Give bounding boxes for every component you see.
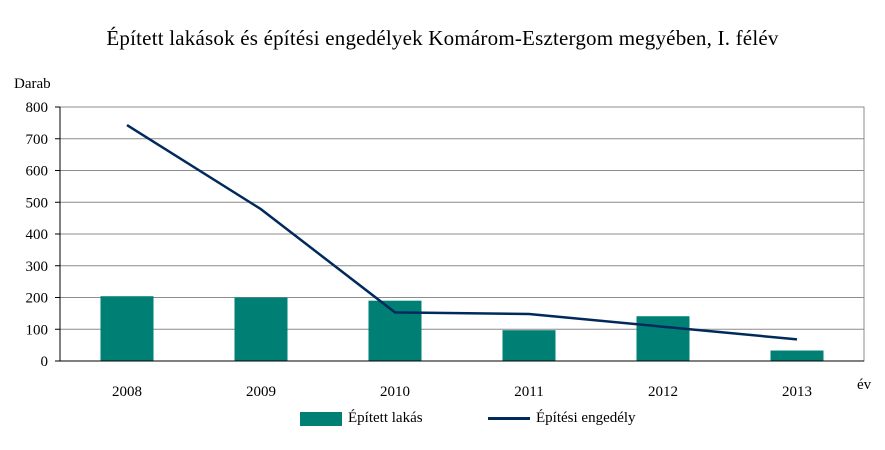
x-axis-label: év bbox=[857, 377, 872, 393]
legend-item-bar: Épített lakás bbox=[300, 410, 423, 427]
y-tick-label: 100 bbox=[26, 322, 49, 338]
y-tick-label: 500 bbox=[26, 195, 49, 211]
chart-title: Épített lakások és építési engedélyek Ko… bbox=[106, 26, 779, 50]
x-tick-label: 2012 bbox=[648, 384, 678, 400]
bar bbox=[770, 350, 824, 361]
grid-layer bbox=[59, 106, 865, 362]
y-tick-label: 800 bbox=[26, 100, 49, 116]
x-tick-label: 2011 bbox=[514, 384, 543, 400]
y-tick-label: 200 bbox=[26, 291, 49, 307]
series-line bbox=[126, 124, 798, 341]
axis-layer: 0 100 200 300 400 500 600 700 800 2008 2009 2010 201… bbox=[26, 100, 864, 400]
bar-layer bbox=[100, 296, 824, 361]
legend-swatch-line bbox=[488, 417, 530, 420]
x-tick-label: 2010 bbox=[380, 384, 410, 400]
y-tick-label: 0 bbox=[41, 354, 49, 370]
x-tick-label: 2009 bbox=[246, 384, 276, 400]
legend-item-line: Építési engedély bbox=[488, 410, 636, 427]
y-tick-label: 400 bbox=[26, 227, 49, 243]
bar bbox=[502, 330, 556, 361]
legend-label-bar: Épített lakás bbox=[348, 410, 423, 426]
bar bbox=[234, 297, 288, 361]
bar bbox=[100, 296, 154, 361]
line-layer bbox=[126, 124, 798, 341]
y-tick-label: 700 bbox=[26, 132, 49, 148]
bar bbox=[368, 300, 422, 361]
y-axis-label: Darab bbox=[14, 76, 51, 92]
x-tick-label: 2013 bbox=[782, 384, 812, 400]
bar bbox=[636, 316, 690, 361]
legend-label-line: Építési engedély bbox=[536, 410, 636, 426]
legend: Épített lakás Építési engedély bbox=[0, 410, 885, 434]
y-tick-label: 600 bbox=[26, 164, 49, 180]
y-tick-label: 300 bbox=[26, 259, 49, 275]
x-tick-label: 2008 bbox=[112, 384, 142, 400]
legend-swatch-bar bbox=[300, 411, 342, 426]
